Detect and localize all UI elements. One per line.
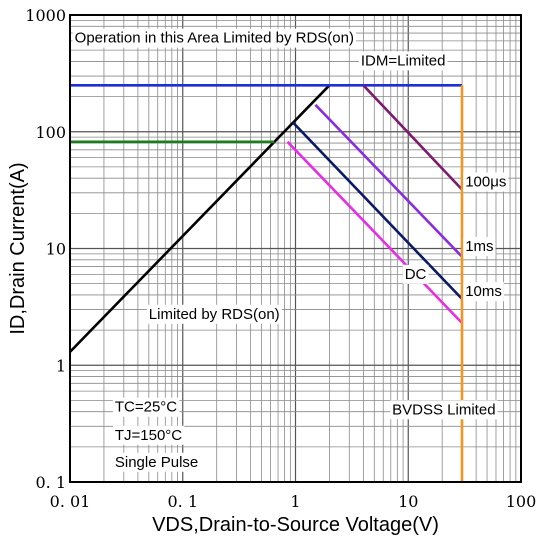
series-line-5 [292,121,463,300]
series-line-6 [286,140,463,324]
annotation-label: 1ms [465,238,493,255]
x-axis-title: VDS,Drain-to-Source Voltage(V) [152,514,439,536]
x-tick-label: 100 [506,492,537,511]
annotation-label: Limited by RDS(on) [149,306,280,323]
grid [69,15,521,483]
annotation-bg [72,28,356,48]
annotation-bg [112,452,201,472]
annotation-bg [463,237,496,257]
series-line-0 [69,84,331,353]
annotation-label: TJ=150°C [115,427,182,444]
annotation-bg [463,282,504,302]
annotation-label: TC=25°C [115,399,177,416]
annotation-bg [112,425,185,445]
annotation-bg [390,400,498,420]
y-tick-label: 100 [35,123,66,142]
y-tick-label: 1 [56,356,66,375]
annotation-label: 10ms [465,283,502,300]
x-tick-label: 0. 01 [50,492,91,511]
annotation-bg [402,264,429,284]
y-axis-title: ID,Drain Current(A) [7,162,29,334]
y-tick-label: 0. 1 [35,473,66,492]
annotation-label: 100μs [465,173,506,190]
annotation-label: Single Pulse [115,454,198,471]
annotations: Operation in this Area Limited by RDS(on… [72,28,509,472]
annotation-bg [146,304,282,324]
annotation-bg [358,51,448,71]
x-tick-label: 0. 1 [167,492,198,511]
annotation-label: IDM=Limited [361,52,446,69]
series-line-4 [314,103,463,258]
annotation-bg [463,172,509,192]
annotation-label: BVDSS Limited [392,401,495,418]
y-tick-label: 10 [46,240,66,259]
annotation-label: Operation in this Area Limited by RDS(on… [75,30,354,47]
y-tick-label: 1000 [25,6,66,25]
x-tick-label: 1 [290,492,300,511]
annotation-bg [112,397,180,417]
x-tick-label: 10 [398,492,418,511]
annotation-label: DC [405,266,427,283]
plot-frame [69,14,522,483]
series-line-3 [362,84,463,191]
